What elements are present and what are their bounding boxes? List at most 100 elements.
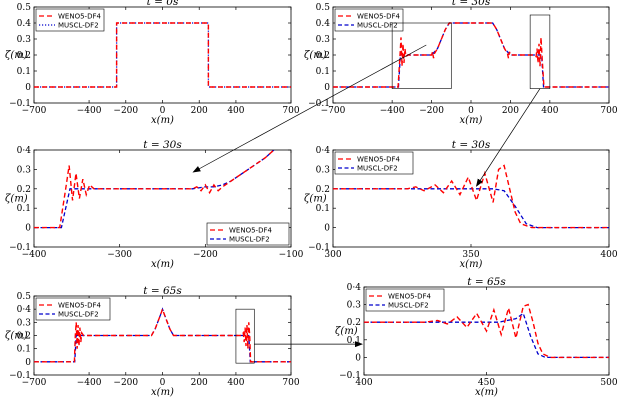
series-line-muscl-df2 — [333, 22, 609, 88]
y-tick-label: 0.3 — [17, 35, 32, 45]
series-line-muscl-df2 — [34, 22, 291, 88]
y-axis-label: ζ(m) — [304, 50, 327, 61]
legend-label: MUSCL-DF2 — [357, 22, 398, 30]
y-tick-label: 0 — [324, 83, 330, 93]
zoom-arrow-right — [475, 88, 541, 187]
x-tick-label: 400 — [227, 378, 244, 388]
x-tick-label: 0 — [160, 106, 166, 116]
x-tick-label: −400 — [380, 106, 405, 116]
x-tick-label: −200 — [193, 250, 218, 260]
x-tick-label: 350 — [462, 250, 479, 260]
y-tick-label: 0.1 — [347, 336, 361, 346]
x-tick-label: 700 — [282, 378, 299, 388]
zoom-box-left — [391, 22, 452, 89]
series-line-weno5-df4 — [333, 164, 609, 229]
y-tick-label: 0.2 — [316, 185, 330, 195]
legend-label: WENO5-DF4 — [357, 156, 400, 164]
x-tick-label: −200 — [419, 106, 444, 116]
x-tick-label: 200 — [191, 106, 208, 116]
series-line-weno5-df4 — [333, 22, 609, 88]
zoom-annotations — [192, 14, 551, 364]
y-tick-label: 0·4 — [17, 305, 32, 315]
x-tick-label: 400 — [541, 106, 558, 116]
zoom-box-t65 — [235, 308, 255, 364]
chart-panel-3: t = 30s −400 −300 −200 −100 −0.1 0 0.1 0.2 0.3 0·4… — [5, 139, 304, 270]
x-tick-label: 400 — [600, 250, 617, 260]
x-tick-label: 450 — [478, 378, 495, 388]
y-axis-label: ζ(m) — [5, 331, 28, 342]
y-tick-label: 0.4 — [17, 19, 32, 29]
chart-panel-5: t = 65s −700 −400 −200 0 200 400 700 −0.1 0 0.1 0.2… — [5, 285, 300, 398]
y-tick-label: −0.1 — [308, 99, 330, 109]
x-tick-label: −700 — [22, 378, 47, 388]
x-tick-label: −200 — [113, 378, 138, 388]
y-tick-label: 0 — [324, 224, 330, 234]
legend-label: WENO5-DF4 — [58, 13, 101, 21]
x-axis-label: x(m) — [151, 259, 174, 270]
x-axis-label: x(m) — [151, 387, 174, 398]
y-tick-label: 0.2 — [17, 51, 31, 61]
x-tick-label: 200 — [502, 106, 519, 116]
legend-label: WENO5-DF4 — [388, 293, 431, 301]
y-tick-label: 0.3 — [316, 35, 331, 45]
x-tick-label: 200 — [191, 378, 208, 388]
legend-label: WENO5-DF4 — [357, 13, 400, 21]
chart-title: t = 65s — [467, 276, 506, 288]
y-tick-label: 0.1 — [17, 67, 31, 77]
y-axis-label: ζ(m) — [335, 326, 358, 337]
x-tick-label: −700 — [22, 106, 47, 116]
x-tick-label: 700 — [600, 106, 617, 116]
chart-panel-2: t = 30s −700 −400 −200 0 200 400 700 −0.1 0 0.1 0.2… — [304, 0, 618, 126]
series-line-weno5-df4 — [364, 303, 609, 359]
x-axis-label: x(m) — [460, 259, 483, 270]
legend-label: MUSCL-DF2 — [58, 311, 99, 319]
chart-title: t = 0s — [147, 0, 179, 8]
x-tick-label: −400 — [77, 378, 102, 388]
y-tick-label: 0.3 — [316, 165, 331, 175]
series-line-muscl-df2 — [364, 312, 609, 359]
x-axis-label: x(m) — [460, 115, 483, 126]
series-line-weno5-df4 — [34, 307, 291, 363]
legend-label: MUSCL-DF2 — [229, 236, 270, 244]
y-tick-label: 0.5 — [17, 292, 32, 302]
y-tick-label: 0.2 — [316, 51, 330, 61]
y-tick-label: 0.3 — [17, 165, 32, 175]
y-tick-label: 0.1 — [316, 204, 330, 214]
x-tick-label: −400 — [77, 106, 102, 116]
x-tick-label: −700 — [321, 106, 346, 116]
y-tick-label: 0.3 — [347, 301, 362, 311]
y-tick-label: −0.1 — [308, 243, 330, 253]
y-tick-label: 0 — [25, 358, 31, 368]
x-tick-label: −300 — [107, 250, 132, 260]
y-tick-label: 0 — [25, 224, 31, 234]
y-tick-label: 0.2 — [17, 185, 31, 195]
series-line-weno5-df4 — [34, 22, 291, 88]
x-axis-label: x(m) — [475, 387, 498, 398]
y-tick-label: −0.1 — [9, 99, 31, 109]
series-line-muscl-df2 — [333, 188, 609, 229]
x-tick-label: 700 — [282, 106, 299, 116]
zoom-arrow-left — [192, 44, 427, 173]
y-tick-label: 0.1 — [17, 204, 31, 214]
legend-label: MUSCL-DF2 — [388, 302, 429, 310]
chart-panel-4: t = 30s 300 350 400 −0.1 0 0.1 0.2 0.3 0·4 x(m) ζ(m… — [304, 139, 618, 270]
x-tick-label: 0 — [160, 378, 166, 388]
y-tick-label: 0.2 — [347, 318, 361, 328]
legend-label: MUSCL-DF2 — [357, 165, 398, 173]
y-tick-label: 0·4 — [17, 146, 32, 156]
x-tick-label: 400 — [355, 378, 372, 388]
x-tick-label: 500 — [600, 378, 617, 388]
legend-box — [334, 151, 414, 175]
y-tick-label: 0.5 — [316, 3, 331, 13]
y-axis-label: ζ(m) — [5, 50, 28, 61]
y-tick-label: 0.4 — [316, 19, 331, 29]
x-tick-label: −200 — [113, 106, 138, 116]
y-tick-label: 0.5 — [17, 3, 32, 13]
x-tick-label: 300 — [324, 250, 341, 260]
y-tick-label: −0.1 — [339, 371, 361, 381]
chart-title: t = 30s — [143, 139, 182, 151]
